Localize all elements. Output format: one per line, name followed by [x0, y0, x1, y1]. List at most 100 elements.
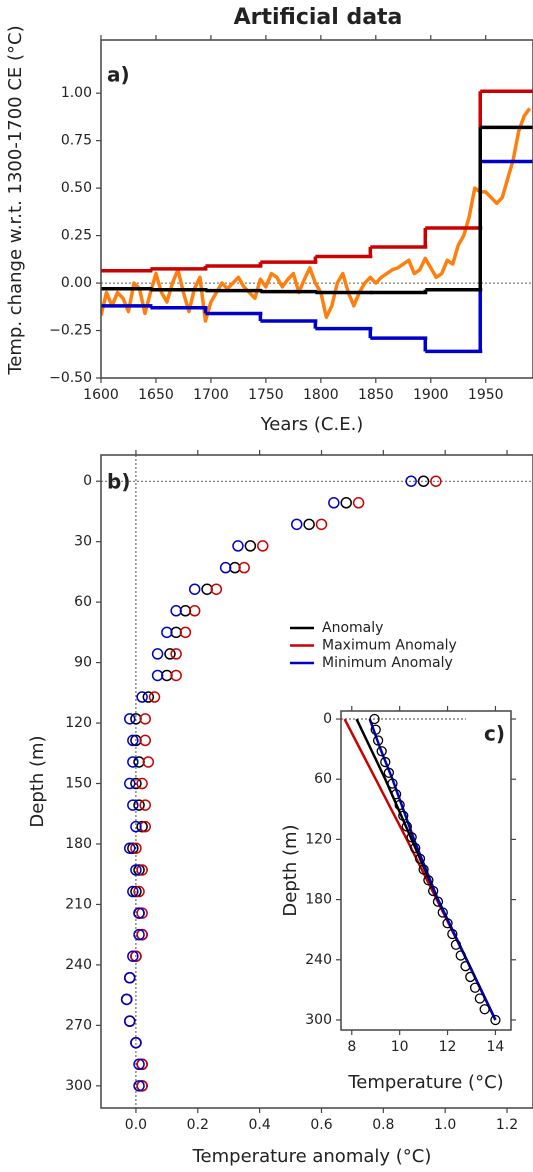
data-point	[127, 799, 139, 811]
data-point	[170, 605, 182, 617]
data-point	[370, 724, 381, 735]
data-point	[124, 972, 136, 984]
data-point	[136, 820, 148, 833]
y-tick-label: 90	[74, 655, 92, 671]
data-point	[130, 820, 142, 833]
y-tick-label: 0	[323, 711, 332, 727]
y-tick-label: 120	[65, 715, 92, 731]
x-tick-label: 1850	[358, 387, 394, 403]
y-tick-label: 240	[65, 957, 92, 973]
y-tick-label: 300	[305, 1012, 332, 1028]
data-point	[372, 735, 384, 746]
data-point	[136, 928, 148, 941]
data-point	[328, 497, 340, 509]
data-point	[315, 518, 328, 531]
y-tick-label: 30	[74, 534, 92, 550]
plot-frame	[100, 454, 533, 1109]
x-axis-label: Years (C.E.)	[260, 414, 364, 435]
panel: 1600 1650 1700 1750 1800 1850 1900 1950 −0.50 −0.…	[5, 25, 533, 435]
data-point	[170, 648, 182, 660]
x-tick-label: 0.2	[187, 1117, 209, 1133]
y-tick-label: 60	[314, 771, 332, 787]
data-point	[465, 971, 476, 983]
y-tick-label: 0	[83, 473, 92, 489]
data-point	[133, 928, 145, 941]
panel: 8 10 12 14 0 60 120 180 240 300 c) Temperature (°C)…	[280, 706, 516, 1093]
y-tick-label: 0.50	[61, 180, 92, 196]
data-point	[232, 540, 244, 552]
data-point	[405, 475, 417, 487]
plot-frame	[340, 710, 512, 1031]
data-point	[130, 885, 142, 898]
data-point	[130, 842, 142, 854]
panel-label: a)	[107, 63, 130, 87]
data-point	[179, 626, 192, 639]
data-point	[410, 842, 421, 854]
data-point	[127, 885, 139, 898]
data-point	[352, 497, 365, 509]
data-point	[136, 1058, 148, 1071]
x-tick-label: 10	[391, 1039, 409, 1055]
x-tick-label: 1750	[248, 387, 284, 403]
x-tick-label: 12	[439, 1039, 457, 1055]
x-tick-label: 0.8	[372, 1117, 394, 1133]
legend-label: Anomaly	[322, 620, 383, 636]
panel: 0.0 0.2 0.4 0.6 0.8 1.0 1.20306090120150180210…	[27, 450, 533, 1167]
data-point	[130, 950, 142, 962]
data-point	[398, 810, 409, 821]
y-tick-label: 0.00	[61, 275, 92, 291]
x-tick-label: 0.4	[249, 1117, 271, 1133]
x-tick-label: 1.0	[434, 1117, 456, 1133]
data-point	[130, 1036, 142, 1049]
data-point	[432, 896, 444, 907]
data-point	[124, 842, 136, 854]
data-point	[219, 561, 232, 574]
data-point	[455, 950, 466, 961]
data-point	[136, 777, 148, 790]
plot-area	[341, 713, 501, 1026]
data-point	[417, 475, 430, 487]
data-point	[142, 691, 155, 703]
y-tick-label: 0.25	[61, 228, 92, 244]
data-point	[406, 832, 417, 843]
y-axis-label: Depth (m)	[280, 824, 301, 916]
x-tick-label: 1800	[303, 387, 339, 403]
data-point	[376, 746, 387, 757]
data-point	[369, 713, 380, 725]
data-point	[133, 799, 145, 811]
data-point	[139, 799, 151, 811]
x-tick-label: 14	[487, 1039, 505, 1055]
y-axis-label: Depth (m)	[27, 735, 48, 827]
x-tick-label: 1700	[193, 387, 229, 403]
x-tick-label: 8	[347, 1039, 356, 1055]
data-point	[136, 1080, 148, 1092]
data-point	[447, 928, 458, 940]
data-point	[428, 885, 439, 897]
x-tick-label: 0.6	[310, 1117, 332, 1133]
data-point	[124, 1015, 136, 1027]
panel-label: b)	[107, 470, 130, 494]
data-point	[127, 842, 139, 854]
y-tick-label: 0.75	[61, 133, 92, 149]
data-point	[130, 864, 142, 876]
data-point	[136, 691, 148, 703]
data-point	[148, 691, 161, 703]
data-point	[490, 1014, 501, 1026]
data-point	[127, 734, 139, 747]
data-point	[133, 864, 145, 876]
data-point	[394, 799, 405, 811]
y-tick-label: −0.25	[49, 323, 92, 339]
data-point	[479, 1004, 490, 1015]
x-tick-label: 0.0	[125, 1117, 147, 1133]
data-point	[170, 669, 182, 682]
y-tick-label: 210	[65, 896, 92, 912]
data-point	[142, 756, 155, 768]
data-point	[120, 993, 133, 1006]
data-point	[124, 713, 136, 725]
data-point	[474, 993, 486, 1004]
data-point	[139, 734, 151, 747]
data-point	[151, 648, 164, 660]
data-point	[383, 767, 395, 778]
data-point	[133, 1058, 145, 1071]
